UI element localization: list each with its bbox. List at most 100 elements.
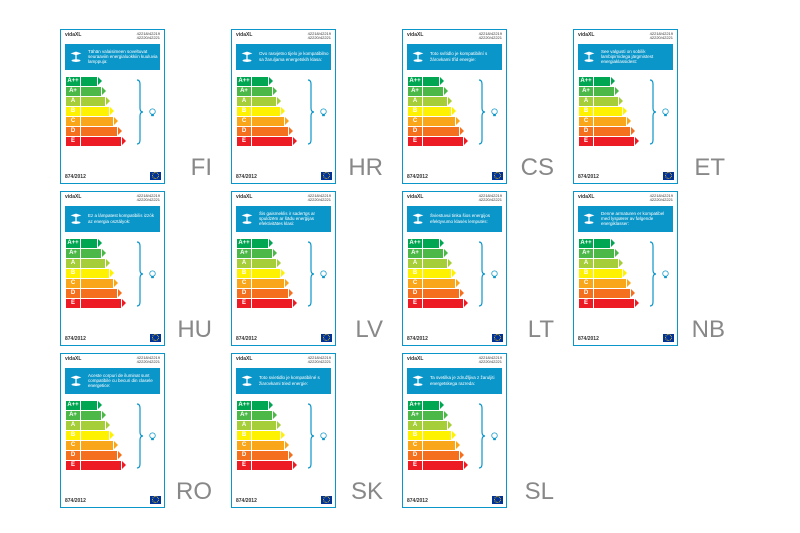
rating-letter: B: [237, 269, 251, 278]
brand-text: vidaXL: [578, 194, 594, 200]
description-box: See valgusti on sobilik lambipirnidega j…: [578, 44, 673, 70]
brand-text: vidaXL: [407, 356, 423, 362]
brand-text: vidaXL: [578, 32, 594, 38]
regulation-text: 874/2012: [407, 498, 428, 504]
language-code: RO: [167, 478, 212, 508]
rating-row: A++: [66, 77, 126, 86]
rating-arrow: [81, 259, 105, 268]
product-codes: 42218/4221942220/42221: [137, 194, 160, 203]
rating-row: A: [66, 97, 126, 106]
regulation-text: 874/2012: [236, 336, 257, 342]
rating-scale: A++A+ABCDE: [408, 401, 468, 471]
description-text: Toto svietidlo je kompatibilné s žiarovk…: [259, 375, 329, 385]
rating-arrow: [81, 107, 109, 116]
description-text: See valgusti on sobilik lambipirnidega j…: [601, 49, 671, 65]
rating-row: B: [408, 269, 468, 278]
rating-arrow: [423, 107, 451, 116]
bracket-icon: [307, 78, 315, 146]
brand-text: vidaXL: [407, 32, 423, 38]
lamp-icon: [67, 48, 85, 66]
rating-letter: C: [408, 279, 422, 288]
rating-arrow: [423, 97, 447, 106]
rating-letter: A: [66, 97, 80, 106]
eu-flag-icon: [492, 496, 503, 504]
rating-arrow: [81, 421, 105, 430]
energy-label: vidaXL42218/4221942220/42221Denne armatu…: [573, 191, 678, 346]
rating-arrow: [252, 249, 272, 258]
rating-letter: D: [237, 127, 251, 136]
brand-text: vidaXL: [236, 32, 252, 38]
rating-letter: D: [66, 127, 80, 136]
bulb-icon: [489, 267, 500, 278]
label-grid: vidaXL42218/4221942220/42221Tähän valais…: [60, 26, 740, 508]
rating-row: D: [579, 289, 639, 298]
description-text: Ta svetilka je združljiva z žaruljiti en…: [430, 375, 500, 385]
energy-label: vidaXL42218/4221942220/42221Šviestuvui t…: [402, 191, 507, 346]
rating-letter: D: [408, 127, 422, 136]
rating-row: A+: [579, 87, 639, 96]
rating-row: A: [66, 421, 126, 430]
rating-letter: C: [408, 117, 422, 126]
rating-row: E: [408, 137, 468, 146]
energy-label: vidaXL42218/4221942220/42221Ta svetilka …: [402, 353, 507, 508]
rating-letter: A+: [237, 87, 251, 96]
bracket-icon: [307, 240, 315, 308]
rating-arrow: [252, 87, 272, 96]
rating-arrow: [423, 299, 463, 308]
rating-row: A+: [66, 411, 126, 420]
rating-arrow: [252, 137, 292, 146]
rating-letter: A: [408, 421, 422, 430]
rating-letter: D: [408, 289, 422, 298]
rating-arrow: [423, 259, 447, 268]
label-cell: vidaXL42218/4221942220/42221See valgusti…: [573, 26, 740, 184]
regulation-text: 874/2012: [236, 498, 257, 504]
rating-row: E: [408, 461, 468, 470]
lamp-icon: [580, 210, 598, 228]
rating-row: D: [408, 289, 468, 298]
rating-letter: C: [237, 441, 251, 450]
rating-letter: A++: [237, 239, 251, 248]
rating-letter: A+: [66, 249, 80, 258]
rating-letter: C: [237, 279, 251, 288]
rating-letter: A++: [237, 401, 251, 410]
bracket-icon: [649, 78, 657, 146]
rating-arrow: [81, 249, 101, 258]
rating-row: A++: [579, 239, 639, 248]
rating-letter: D: [66, 289, 80, 298]
rating-arrow: [423, 289, 459, 298]
rating-arrow: [252, 289, 288, 298]
bracket-icon: [307, 402, 315, 470]
rating-arrow: [252, 127, 288, 136]
rating-letter: A: [579, 259, 593, 268]
bracket-icon: [136, 78, 144, 146]
rating-letter: A+: [237, 411, 251, 420]
rating-row: A: [579, 97, 639, 106]
rating-row: C: [66, 117, 126, 126]
rating-arrow: [423, 451, 459, 460]
rating-letter: B: [237, 431, 251, 440]
rating-arrow: [594, 259, 618, 268]
rating-row: A+: [408, 87, 468, 96]
language-code: ET: [680, 154, 725, 184]
rating-row: E: [237, 461, 297, 470]
rating-letter: A: [237, 259, 251, 268]
rating-letter: B: [237, 107, 251, 116]
language-code: HU: [167, 316, 212, 346]
rating-letter: E: [237, 461, 251, 470]
label-cell: vidaXL42218/4221942220/42221Denne armatu…: [573, 188, 740, 346]
rating-letter: A+: [408, 411, 422, 420]
rating-row: D: [408, 127, 468, 136]
rating-letter: A: [66, 421, 80, 430]
language-code: HR: [338, 154, 383, 184]
rating-letter: A: [66, 259, 80, 268]
label-cell: vidaXL42218/4221942220/42221Ovo rasvjetn…: [231, 26, 398, 184]
rating-arrow: [81, 97, 105, 106]
language-code: LV: [338, 316, 383, 346]
rating-arrow: [594, 239, 610, 248]
rating-letter: A+: [579, 249, 593, 258]
rating-letter: A: [237, 97, 251, 106]
rating-scale: A++A+ABCDE: [237, 239, 297, 309]
rating-row: A++: [408, 401, 468, 410]
rating-letter: A++: [408, 239, 422, 248]
description-box: Ta svetilka je združljiva z žaruljiti en…: [407, 368, 502, 394]
